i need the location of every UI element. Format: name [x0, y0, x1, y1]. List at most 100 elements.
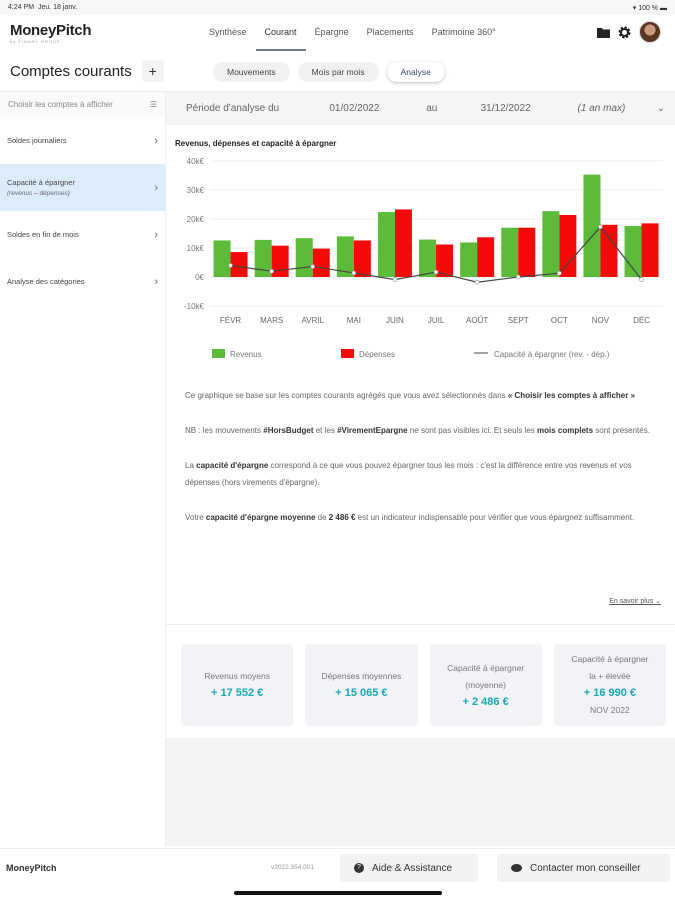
chevron-right-icon: › [154, 228, 158, 241]
status-time: 4:24 PM Jeu. 18 janv. [8, 4, 78, 11]
bar-revenus [295, 238, 313, 277]
folder-icon[interactable] [597, 27, 610, 38]
tab-mouvements[interactable]: Mouvements [213, 62, 290, 82]
tab-analyse[interactable]: Analyse [386, 62, 445, 82]
y-tick-label: 30k€ [187, 186, 205, 195]
card-capacite-moyenne: Capacité à épargner (moyenne) + 2 486 € [429, 644, 542, 726]
point-capacite [433, 269, 439, 275]
nav-synthese[interactable]: Synthèse [209, 27, 247, 37]
bar-depenses [436, 244, 454, 277]
point-capacite [310, 264, 316, 269]
avatar[interactable] [639, 21, 661, 43]
bar-depenses [600, 224, 618, 277]
chevron-down-icon[interactable]: ⌄ [656, 103, 665, 114]
period-to[interactable]: 31/12/2022 [480, 103, 531, 114]
top-header: MoneyPitch by FINARY GROUP Synthèse Coura… [0, 15, 675, 51]
add-account-button[interactable]: + [141, 60, 164, 82]
bar-depenses [230, 252, 248, 277]
sidebar-item-capacite[interactable]: Capacité à épargner (revenus – dépenses) › [0, 164, 165, 211]
sidebar-item-label: Capacité à épargner (revenus – dépenses) [7, 178, 75, 197]
info-text: Ce graphique se base sur les comptes cou… [185, 387, 663, 544]
status-bar: 4:24 PM Jeu. 18 janv. ▾ 100 % ▬ [0, 0, 675, 15]
x-tick-label: SEPT [508, 316, 529, 325]
point-capacite [557, 270, 562, 276]
footer-logo: MoneyPitch [6, 862, 57, 873]
chart: 40k€ 30k€ 20k€ 10k€ 0€ -10k€ FÉVR MARS AVRIL MAI J… [184, 157, 663, 359]
bar-revenus [501, 227, 519, 277]
learn-more-link[interactable]: En savoir plus ⌄ [609, 598, 661, 605]
nav-patrimoine[interactable]: Patrimoine 360° [431, 27, 496, 37]
legend-swatch-depenses [341, 349, 354, 358]
point-capacite [474, 279, 480, 285]
point-capacite [639, 277, 644, 282]
info-p2: NB : les mouvements #HorsBudget et les #… [185, 426, 650, 435]
point-capacite [269, 268, 274, 274]
bar-revenus [542, 211, 560, 277]
help-button[interactable]: ? Aide & Assistance [340, 854, 478, 882]
home-indicator [234, 891, 442, 895]
x-tick-label: AOÛT [466, 316, 488, 325]
x-tick-label: MAI [347, 316, 361, 325]
info-p3: La capacité d'épargne correspond à ce qu… [185, 461, 632, 487]
sidebar-item-analyse-categories[interactable]: Analyse des catégories › [0, 258, 165, 305]
status-battery: ▾ 100 % ▬ [632, 4, 667, 12]
tab-mois-par-mois[interactable]: Mois par mois [297, 62, 379, 82]
sidebar: Choisir les comptes à afficher ☰ Soldes j… [0, 92, 166, 847]
period-from[interactable]: 01/02/2022 [329, 103, 380, 114]
bar-revenus [213, 240, 231, 277]
nav-epargne[interactable]: Épargne [314, 27, 349, 37]
bar-depenses [394, 209, 412, 277]
bar-revenus [460, 242, 478, 277]
bar-revenus [624, 225, 642, 277]
contact-advisor-button[interactable]: Contacter mon conseiller [497, 854, 670, 882]
nav-placements[interactable]: Placements [366, 27, 414, 37]
card-revenus-moyens: Revenus moyens + 17 552 € [181, 644, 294, 726]
sidebar-item-soldes-fin-mois[interactable]: Soldes en fin de mois › [0, 211, 165, 258]
point-capacite [228, 263, 233, 268]
choose-accounts-label: Choisir les comptes à afficher [8, 100, 113, 109]
bar-depenses [353, 240, 371, 277]
bar-depenses [477, 237, 495, 277]
x-tick-label: FÉVR [220, 316, 242, 325]
y-tick-label: 10k€ [187, 244, 205, 253]
sidebar-item-label: Soldes en fin de mois [7, 230, 79, 239]
nav-courant[interactable]: Courant [255, 15, 306, 51]
gear-icon[interactable] [618, 26, 631, 39]
main-nav: Synthèse Courant Épargne Placements Patr… [200, 15, 505, 51]
point-capacite [515, 274, 521, 280]
period-filter[interactable]: Période d'analyse du 01/02/2022 au 31/12… [166, 92, 675, 125]
choose-accounts-button[interactable]: Choisir les comptes à afficher ☰ [0, 92, 165, 117]
point-capacite [351, 270, 357, 276]
legend-depenses: Dépenses [359, 350, 395, 359]
info-p4: Votre capacité d'épargne moyenne de 2 48… [185, 513, 635, 522]
y-tick-label: 0€ [195, 273, 204, 282]
bar-depenses [559, 214, 577, 277]
bar-depenses [312, 248, 330, 277]
chevron-right-icon: › [154, 181, 158, 194]
x-tick-label: MARS [260, 316, 283, 325]
point-capacite [392, 277, 398, 282]
legend-revenus: Revenus [230, 350, 262, 359]
point-capacite [598, 224, 603, 230]
card-capacite-max: Capacité à épargner la + élevée + 16 990 €… [553, 644, 666, 726]
y-tick-label: 40k€ [187, 157, 205, 166]
bar-revenus [254, 239, 272, 277]
period-to-label: au [426, 103, 438, 114]
version: v2022.354.001 [271, 864, 315, 871]
footer: MoneyPitch v2022.354.001 ? Aide & Assista… [0, 848, 675, 886]
sidebar-item-soldes-journaliers[interactable]: Soldes journaliers › [0, 117, 165, 164]
x-tick-label: JUIN [386, 316, 404, 325]
page-title: Comptes courants [10, 62, 132, 80]
legend-capacite: Capacité à épargner (rev. - dép.) [494, 350, 610, 359]
period-note: (1 an max) [577, 103, 626, 114]
bar-revenus [419, 239, 437, 277]
chat-icon [511, 864, 522, 872]
chevron-right-icon: › [154, 134, 158, 147]
x-tick-label: NOV [592, 316, 610, 325]
y-tick-label: 20k€ [187, 215, 205, 224]
x-tick-label: JUIL [428, 316, 445, 325]
logo[interactable]: MoneyPitch by FINARY GROUP [10, 22, 92, 44]
sidebar-item-label: Soldes journaliers [7, 136, 67, 145]
legend-swatch-revenus [212, 349, 225, 358]
stats-cards: Revenus moyens + 17 552 € Dépenses moyenn… [166, 624, 675, 737]
